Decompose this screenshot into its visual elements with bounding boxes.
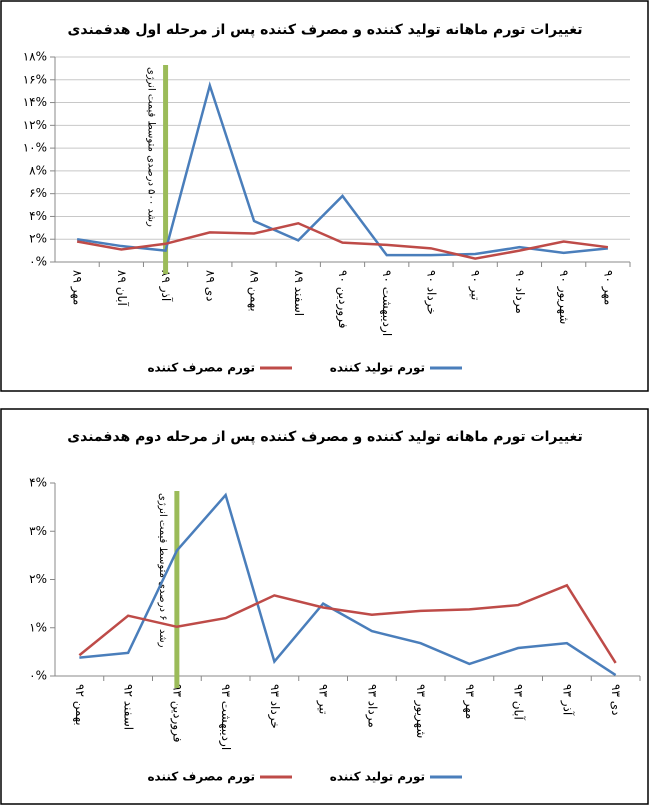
y-tick-label: ۴%: [29, 476, 47, 490]
y-tick-label: ۱۴%: [23, 95, 47, 109]
y-tick-label: ۸%: [29, 163, 47, 177]
legend-label: تورم مصرف کننده: [147, 770, 255, 785]
x-tick-label: اسفند ۸۹: [292, 270, 306, 316]
annotation-text: رشد ۵۰۰ درصدی متوسط قیمت انرژی: [146, 67, 157, 227]
chart-frame: [0, 0, 649, 392]
x-tick-label: خرداد ۹۰: [423, 270, 438, 315]
legend-label: تورم تولید کننده: [330, 770, 425, 785]
x-tick-label: شهریور ۹۳: [413, 684, 428, 738]
x-tick-label: مهر ۹۰: [600, 270, 615, 305]
x-tick-label: اردیبهشت ۹۰: [379, 270, 394, 336]
series-line: [76, 81, 609, 257]
x-tick-label: خرداد ۹۳: [267, 684, 282, 729]
x-tick-label: مرداد ۹۳: [364, 684, 379, 728]
y-tick-label: ۱۰%: [23, 141, 47, 155]
x-tick-label: مهر ۹۳: [462, 684, 477, 719]
x-tick-label: مهر ۸۹: [70, 270, 85, 305]
annotation-text: رشد ۶۰ درصدی متوسط قیمت انرژی: [157, 493, 168, 648]
x-tick-label: آذر ۹۳: [559, 684, 575, 716]
x-tick-label: بهمن ۹۲: [72, 684, 87, 726]
y-tick-label: ۲%: [29, 232, 47, 246]
y-tick-label: ۱%: [29, 620, 47, 634]
x-tick-label: فروردین ۹۰: [335, 270, 350, 328]
y-tick-label: ۱۸%: [23, 50, 47, 64]
y-tick-label: ۱۶%: [23, 72, 47, 86]
x-tick-label: تیر ۹۳: [316, 684, 331, 714]
y-tick-label: ۱۲%: [23, 118, 47, 132]
x-tick-label: فروردین ۹۳: [169, 684, 184, 742]
x-tick-label: آبان ۹۳: [512, 684, 527, 721]
y-tick-label: ۲%: [29, 572, 47, 586]
x-tick-label: اسفند ۹۲: [122, 684, 136, 730]
y-tick-label: ۰%: [29, 669, 47, 683]
x-tick-label: اردیبهشت ۹۳: [218, 684, 233, 750]
series-line: [78, 583, 617, 664]
x-tick-label: دی ۹۳: [609, 684, 623, 715]
series-line: [76, 221, 609, 260]
x-tick-label: آبان ۸۹: [115, 270, 130, 307]
y-tick-label: ۴%: [29, 209, 47, 223]
y-tick-label: ۳%: [29, 524, 47, 538]
x-tick-label: آذر ۸۹: [158, 270, 174, 302]
x-tick-label: شهریور ۹۰: [556, 270, 571, 324]
y-tick-label: ۶%: [29, 186, 47, 200]
chart-title: تغییرات تورم ماهانه تولید کننده و مصرف ک…: [67, 429, 582, 445]
legend-label: تورم مصرف کننده: [147, 361, 255, 376]
x-tick-label: تیر ۹۰: [468, 270, 483, 300]
y-tick-label: ۰%: [29, 255, 47, 269]
x-tick-label: مرداد ۹۰: [512, 270, 527, 314]
x-tick-label: دی ۸۹: [203, 270, 217, 301]
chart-title: تغییرات تورم ماهانه تولید کننده و مصرف ک…: [68, 22, 583, 38]
legend-label: تورم تولید کننده: [330, 361, 425, 376]
x-tick-label: بهمن ۸۹: [247, 270, 262, 312]
series-line: [79, 492, 617, 677]
